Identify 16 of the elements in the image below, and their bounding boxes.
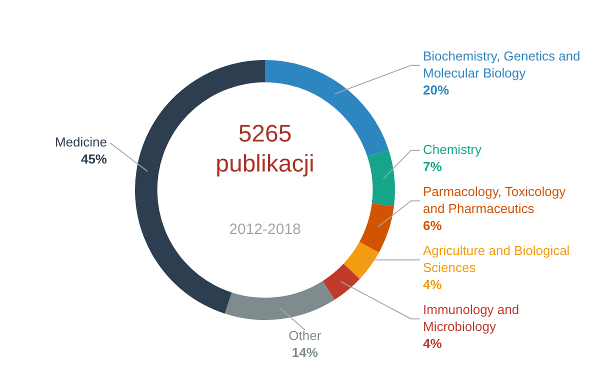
slice-label: Chemistry (423, 142, 482, 157)
slice-label: Immunology and Microbiology (423, 302, 520, 334)
data-label: 14% (292, 345, 318, 360)
data-label: 4% (423, 336, 442, 351)
data-label: 20% (423, 82, 450, 98)
slice-label: Parmacology, Toxicology and Pharmaceutics (423, 184, 566, 216)
slice-label: Agriculture and Biological Sciences (423, 242, 570, 275)
text: 5265 publikacji (216, 120, 314, 178)
data-label: 45% (80, 151, 108, 166)
slice-label: Other (288, 328, 322, 344)
data-label: 6% (423, 218, 442, 233)
slice-label: Biochemistry, Genetics and Molecular Biology (423, 48, 580, 80)
text: 2012-2018 (229, 221, 301, 238)
slice-label: Medicine (54, 134, 107, 150)
data-label: 7% (423, 158, 442, 174)
data-label: 4% (423, 276, 442, 292)
